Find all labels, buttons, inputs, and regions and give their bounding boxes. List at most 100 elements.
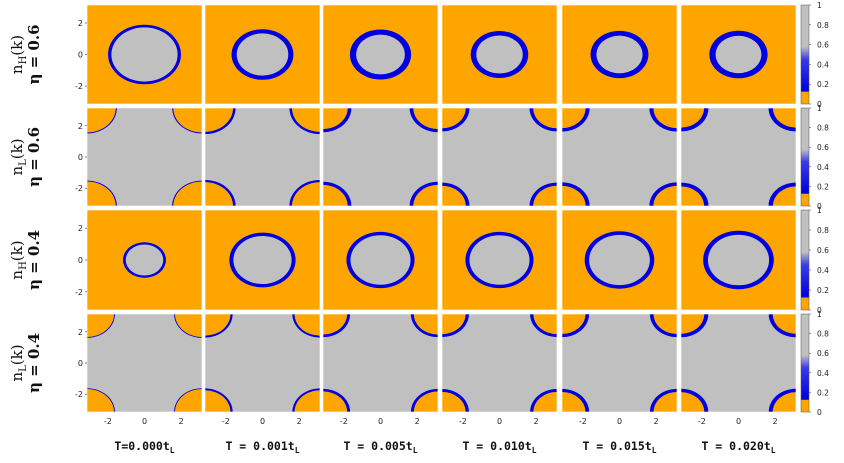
column-title-0: T=0.000tL <box>114 439 174 455</box>
corner-pocket-1 <box>533 314 557 335</box>
row-n-label: nH(k) <box>8 35 29 74</box>
corner-pocket-3 <box>291 182 320 206</box>
corner-pocket-2 <box>562 392 586 412</box>
panel-frame <box>204 209 321 311</box>
heatmap-panel-r2-c0 <box>86 209 203 311</box>
fermi-surface-interior <box>125 244 164 276</box>
corner-pocket-1 <box>653 314 677 334</box>
row-eta-label: η = 0.6 <box>25 24 43 84</box>
corner-pocket-3 <box>533 185 557 206</box>
y-tick-label: 0 <box>78 51 83 60</box>
panel-background <box>442 314 557 412</box>
labels-layer: nH(k) η = 0.6nL(k) η = 0.6nH(k) η = 0.4nL(k… <box>8 24 776 455</box>
corner-pocket-3 <box>174 388 202 412</box>
colorbar-tick-label: 0 <box>817 202 822 211</box>
corner-pocket-0 <box>681 314 705 334</box>
panel-frame <box>680 4 797 105</box>
row-label-0: nH(k) η = 0.6 <box>8 24 43 84</box>
corner-pocket-2 <box>205 182 234 206</box>
corner-pocket-3 <box>413 184 438 206</box>
corner-pocket-1 <box>533 108 557 129</box>
corner-pocket-2 <box>323 391 348 412</box>
corner-pocket-0 <box>681 108 705 128</box>
x-tick-label: 2 <box>534 417 539 426</box>
heatmap-panel-r0-c2 <box>322 4 439 105</box>
colorbars-layer: 00.20.40.60.8100.20.40.60.8100.20.40.60.… <box>800 1 829 417</box>
corner-pocket-0 <box>205 314 231 336</box>
x-tick-label: 2 <box>179 417 184 426</box>
panel-frame <box>322 107 439 207</box>
y-tick-label: -2 <box>75 288 83 297</box>
corner-pocket-3 <box>772 186 796 206</box>
panel-frame <box>204 4 321 105</box>
x-tick-label: -2 <box>698 417 706 426</box>
colorbar-tick-label: 0.2 <box>817 286 829 295</box>
colorbar-row-0: 0 0.2 0.4 0.6 0.8 1 <box>800 1 829 109</box>
colorbar-tick-label: 0.4 <box>817 163 829 172</box>
y-tick-label: 2 <box>78 122 83 131</box>
colorbar-row-1: 0 0.2 0.4 0.6 0.8 1 <box>800 104 829 211</box>
fermi-surface-interior <box>596 35 643 74</box>
panel-frame <box>322 4 439 105</box>
panel-frame <box>322 313 439 413</box>
heatmap-panel-r2-c3 <box>441 209 558 311</box>
x-tick-label: 2 <box>415 417 420 426</box>
x-tick-label: -2 <box>340 417 348 426</box>
heatmap-panel-r3-c1 <box>204 313 321 413</box>
corner-pocket-2 <box>323 184 348 206</box>
fermi-surface-interior <box>350 235 411 285</box>
panel-frame <box>680 107 797 207</box>
x-tick-label: 2 <box>654 417 659 426</box>
y-tick-label: 0 <box>78 256 83 265</box>
panel-frame <box>561 313 678 413</box>
corner-pocket-1 <box>653 108 677 129</box>
corner-pocket-0 <box>323 108 348 130</box>
panel-frame <box>441 313 558 413</box>
corner-pocket-0 <box>323 314 348 335</box>
corner-pocket-1 <box>772 108 796 128</box>
heatmap-panel-r1-c1 <box>204 107 321 207</box>
colorbar-tick-label: 0.4 <box>817 369 829 378</box>
colorbar-tick-label: 0.4 <box>817 60 829 69</box>
panel-frame <box>322 209 439 311</box>
colorbar-gradient <box>800 209 810 311</box>
x-tick-label: 0 <box>260 417 265 426</box>
column-title-1: T = 0.001tL <box>225 439 299 455</box>
y-tick-label: 2 <box>78 328 83 337</box>
colorbar-tick-label: 0.8 <box>817 124 829 133</box>
fermi-surface-interior <box>356 34 405 75</box>
corner-pocket-3 <box>653 392 677 412</box>
heatmap-panel-r0-c3 <box>441 4 558 105</box>
colorbar-tick-label: 1 <box>817 1 822 10</box>
heatmap-panel-r3-c0 <box>86 313 203 413</box>
corner-pocket-3 <box>533 391 557 412</box>
panel-frame <box>441 209 558 311</box>
colorbar-tick-label: 0.8 <box>817 330 829 339</box>
colorbar-tick-label: 0.2 <box>817 388 829 397</box>
panel-frame <box>441 107 558 207</box>
corner-pocket-0 <box>87 314 115 338</box>
corner-pocket-0 <box>442 314 466 335</box>
heatmap-panel-r1-c4 <box>561 107 678 207</box>
corner-pocket-1 <box>174 314 202 338</box>
colorbar-tick-label: 0 <box>817 100 822 109</box>
fermi-surface-interior <box>589 234 650 286</box>
corner-pocket-1 <box>413 314 438 335</box>
panel-frame <box>680 313 797 413</box>
colorbar-tick-label: 0 <box>817 408 822 417</box>
panel-frame <box>204 313 321 413</box>
colorbar-tick-label: 0.4 <box>817 266 829 275</box>
colorbar-gradient <box>800 313 810 413</box>
panels-layer <box>86 4 797 413</box>
y-tick-label: 2 <box>78 224 83 233</box>
axes-layer: 2 0 -2 2 0 -2 2 0 -2 2 0 -2 -2 0 2 -2 0 2 -2 0 2 -2 0 2 -2 0 2 -2 0 2 <box>75 19 778 426</box>
colorbar-tick-label: 0 <box>817 306 822 315</box>
y-tick-label: 2 <box>78 19 83 28</box>
heatmap-panel-r3-c4 <box>561 313 678 413</box>
fermi-surface-interior <box>233 235 292 285</box>
x-tick-label: 0 <box>736 417 741 426</box>
corner-pocket-3 <box>653 185 677 206</box>
panel-frame <box>680 209 797 311</box>
x-tick-label: -2 <box>579 417 587 426</box>
x-tick-label: 0 <box>497 417 502 426</box>
